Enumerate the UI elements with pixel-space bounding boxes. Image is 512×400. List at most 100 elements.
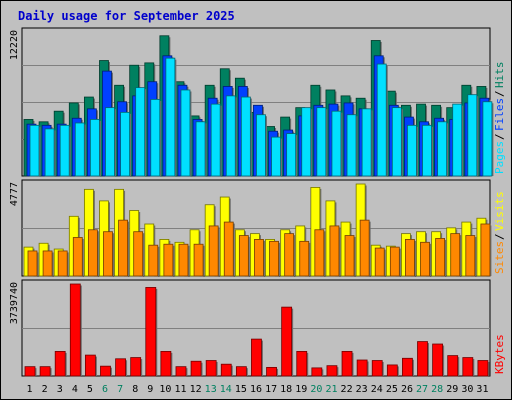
bar-sites-day-16 bbox=[254, 239, 264, 277]
bar-pages-day-26 bbox=[407, 124, 417, 177]
bar-pages-day-5 bbox=[89, 119, 100, 177]
bar-sites-day-4 bbox=[72, 237, 83, 277]
chart-title: Daily usage for September 2025 bbox=[18, 9, 235, 23]
bar-sites-day-13 bbox=[208, 225, 219, 277]
legend-visits: Visits bbox=[493, 191, 506, 231]
bar-pages-day-14 bbox=[225, 95, 236, 177]
bar-kbytes-day-5 bbox=[84, 354, 96, 377]
legend-files: Files bbox=[493, 98, 506, 131]
bar-kbytes-day-22 bbox=[341, 350, 353, 377]
bar-sites-day-31 bbox=[480, 223, 491, 277]
bar-kbytes-day-6 bbox=[100, 365, 111, 377]
legend-sites: Sites bbox=[493, 241, 506, 274]
bar-kbytes-day-28 bbox=[432, 343, 444, 377]
bar-sites-day-19 bbox=[299, 240, 310, 277]
x-tick-day-13: 13 bbox=[205, 384, 217, 395]
bar-sites-day-18 bbox=[284, 233, 295, 277]
bar-pages-day-1 bbox=[29, 124, 40, 177]
bar-sites-day-14 bbox=[223, 221, 234, 277]
x-tick-day-16: 16 bbox=[250, 384, 262, 395]
x-tick-day-25: 25 bbox=[386, 384, 398, 395]
bar-pages-day-4 bbox=[74, 122, 85, 177]
bar-pages-day-31 bbox=[482, 101, 493, 177]
bar-sites-day-8 bbox=[133, 231, 144, 277]
x-tick-day-14: 14 bbox=[220, 384, 232, 395]
bar-sites-day-7 bbox=[118, 219, 128, 277]
bar-sites-day-17 bbox=[269, 240, 279, 277]
bar-sites-day-28 bbox=[435, 238, 446, 277]
bar-pages-day-23 bbox=[361, 108, 372, 177]
bar-kbytes-day-12 bbox=[190, 360, 202, 377]
bar-pages-day-7 bbox=[120, 111, 130, 177]
x-tick-day-9: 9 bbox=[147, 384, 153, 395]
y-axis-max-label: 3739740 bbox=[9, 282, 20, 324]
bar-sites-day-21 bbox=[329, 225, 340, 277]
x-tick-day-26: 26 bbox=[401, 384, 413, 395]
x-tick-day-17: 17 bbox=[265, 384, 277, 395]
bar-kbytes-day-14 bbox=[220, 363, 232, 377]
bar-sites-day-15 bbox=[238, 235, 249, 277]
bar-kbytes-day-11 bbox=[175, 366, 187, 377]
bar-kbytes-day-16 bbox=[251, 338, 262, 377]
x-tick-day-24: 24 bbox=[371, 384, 383, 395]
x-tick-day-21: 21 bbox=[325, 384, 337, 395]
x-tick-day-10: 10 bbox=[159, 384, 171, 395]
bar-sites-day-1 bbox=[27, 250, 38, 277]
bar-pages-day-2 bbox=[44, 128, 55, 177]
bar-kbytes-day-26 bbox=[402, 357, 413, 377]
bar-sites-day-5 bbox=[87, 229, 98, 277]
x-tick-day-6: 6 bbox=[102, 384, 108, 395]
bar-sites-day-11 bbox=[178, 243, 189, 277]
legend-separator: / bbox=[493, 90, 506, 97]
x-tick-day-22: 22 bbox=[341, 384, 353, 395]
bar-kbytes-day-29 bbox=[447, 355, 459, 377]
bar-sites-day-27 bbox=[420, 241, 430, 277]
bar-pages-day-16 bbox=[256, 114, 266, 177]
bar-pages-day-12 bbox=[195, 121, 206, 177]
bar-pages-day-18 bbox=[286, 133, 297, 177]
bar-kbytes-day-4 bbox=[69, 283, 81, 377]
bar-pages-day-30 bbox=[467, 94, 478, 177]
y-axis-max-label: 12220 bbox=[9, 30, 20, 60]
bar-kbytes-day-2 bbox=[39, 366, 51, 377]
bar-pages-day-11 bbox=[180, 89, 191, 177]
bar-kbytes-day-23 bbox=[356, 359, 368, 377]
x-tick-day-5: 5 bbox=[87, 384, 93, 395]
bar-sites-day-10 bbox=[163, 243, 174, 277]
bar-kbytes-day-21 bbox=[326, 365, 338, 377]
bar-kbytes-day-31 bbox=[477, 360, 489, 377]
bar-kbytes-day-10 bbox=[160, 350, 172, 377]
x-tick-day-18: 18 bbox=[280, 384, 292, 395]
x-tick-day-4: 4 bbox=[72, 384, 78, 395]
x-tick-day-29: 29 bbox=[446, 384, 458, 395]
bar-sites-day-3 bbox=[57, 250, 68, 277]
bar-kbytes-day-17 bbox=[266, 366, 277, 377]
y-axis-max-label: 4777 bbox=[9, 182, 20, 206]
x-tick-day-8: 8 bbox=[132, 384, 138, 395]
bar-pages-day-10 bbox=[165, 57, 176, 177]
bar-kbytes-day-8 bbox=[130, 357, 142, 377]
legend-separator: / bbox=[493, 233, 506, 240]
bar-pages-day-17 bbox=[271, 136, 281, 177]
bar-pages-day-20 bbox=[316, 107, 327, 177]
bar-pages-day-19 bbox=[301, 107, 312, 177]
x-tick-day-31: 31 bbox=[476, 384, 488, 395]
bar-sites-day-12 bbox=[193, 243, 204, 277]
x-tick-day-1: 1 bbox=[27, 384, 33, 395]
bar-sites-day-25 bbox=[389, 246, 400, 277]
legend-kbytes: KBytes bbox=[493, 334, 506, 374]
x-tick-day-20: 20 bbox=[310, 384, 322, 395]
bar-sites-day-6 bbox=[103, 231, 113, 277]
bar-sites-day-22 bbox=[344, 235, 355, 277]
x-tick-day-27: 27 bbox=[416, 384, 428, 395]
x-tick-day-23: 23 bbox=[356, 384, 368, 395]
bar-sites-day-29 bbox=[450, 233, 461, 277]
bar-pages-day-13 bbox=[210, 103, 221, 177]
bar-kbytes-day-13 bbox=[205, 360, 217, 377]
x-tick-day-30: 30 bbox=[461, 384, 473, 395]
bar-pages-day-9 bbox=[150, 99, 161, 177]
bar-pages-day-21 bbox=[331, 110, 342, 177]
x-tick-day-2: 2 bbox=[42, 384, 48, 395]
x-tick-day-28: 28 bbox=[431, 384, 443, 395]
